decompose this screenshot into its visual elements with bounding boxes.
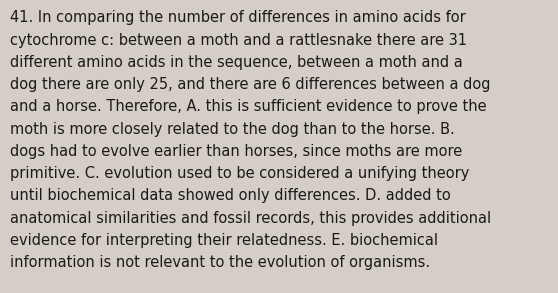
Text: different amino acids in the sequence, between a moth and a: different amino acids in the sequence, b…	[10, 55, 463, 70]
Text: 41. In comparing the number of differences in amino acids for: 41. In comparing the number of differenc…	[10, 10, 466, 25]
Text: information is not relevant to the evolution of organisms.: information is not relevant to the evolu…	[10, 255, 430, 270]
Text: primitive. C. evolution used to be considered a unifying theory: primitive. C. evolution used to be consi…	[10, 166, 469, 181]
Text: dogs had to evolve earlier than horses, since moths are more: dogs had to evolve earlier than horses, …	[10, 144, 462, 159]
Text: dog there are only 25, and there are 6 differences between a dog: dog there are only 25, and there are 6 d…	[10, 77, 490, 92]
Text: moth is more closely related to the dog than to the horse. B.: moth is more closely related to the dog …	[10, 122, 455, 137]
Text: until biochemical data showed only differences. D. added to: until biochemical data showed only diffe…	[10, 188, 451, 203]
Text: and a horse. Therefore, A. this is sufficient evidence to prove the: and a horse. Therefore, A. this is suffi…	[10, 99, 487, 114]
Text: cytochrome c: between a moth and a rattlesnake there are 31: cytochrome c: between a moth and a rattl…	[10, 33, 467, 47]
Text: anatomical similarities and fossil records, this provides additional: anatomical similarities and fossil recor…	[10, 211, 491, 226]
Text: evidence for interpreting their relatedness. E. biochemical: evidence for interpreting their relatedn…	[10, 233, 438, 248]
